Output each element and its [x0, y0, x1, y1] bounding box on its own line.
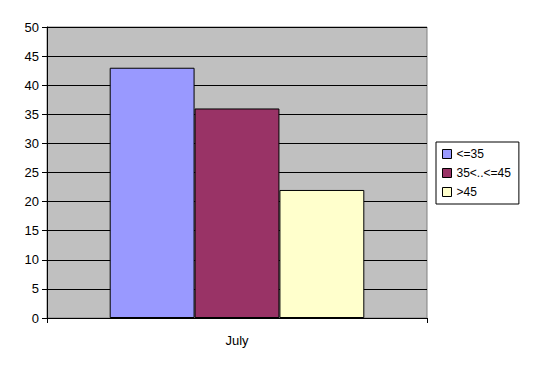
svg-text:45: 45 [25, 49, 39, 64]
svg-text:July: July [225, 333, 249, 348]
svg-text:0: 0 [32, 311, 39, 326]
svg-text:35<..<=45: 35<..<=45 [457, 166, 512, 180]
svg-text:35: 35 [25, 107, 39, 122]
svg-text:15: 15 [25, 223, 39, 238]
svg-text:30: 30 [25, 136, 39, 151]
svg-text:>45: >45 [457, 185, 478, 199]
svg-text:5: 5 [32, 281, 39, 296]
svg-text:<=35: <=35 [457, 147, 485, 161]
svg-text:10: 10 [25, 252, 39, 267]
svg-text:50: 50 [25, 20, 39, 35]
svg-text:25: 25 [25, 165, 39, 180]
svg-text:20: 20 [25, 194, 39, 209]
svg-text:40: 40 [25, 78, 39, 93]
